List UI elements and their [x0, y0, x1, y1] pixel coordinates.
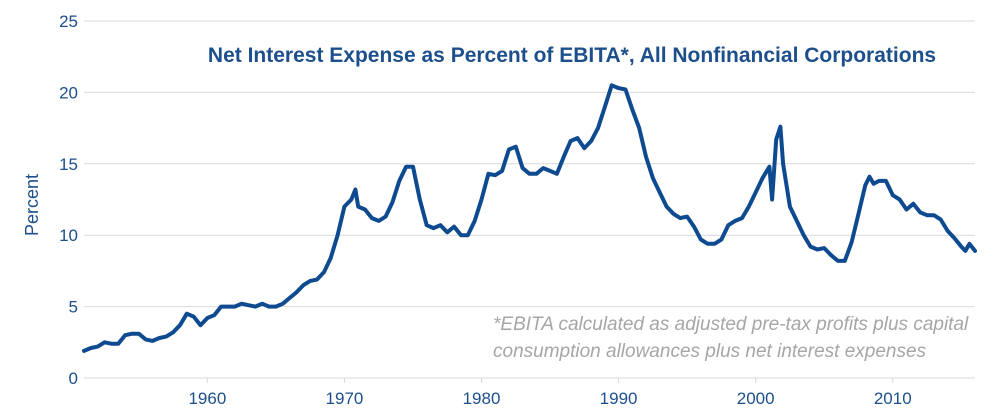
y-tick-labels: 0 5 10 15 20 25 [59, 12, 78, 388]
x-tick-labels: 1960 1970 1980 1990 2000 2010 [188, 378, 912, 408]
y-tick-label: 15 [59, 155, 78, 174]
x-tick-label: 2000 [737, 389, 775, 408]
y-tick-label: 25 [59, 12, 78, 31]
annotation-line-2: consumption allowances plus net interest… [493, 341, 927, 362]
x-tick-label: 2010 [874, 389, 912, 408]
x-tick-label: 1970 [326, 389, 364, 408]
x-tick-label: 1990 [600, 389, 638, 408]
y-tick-label: 5 [69, 298, 78, 317]
series-layer [82, 83, 977, 353]
x-tick-label: 1980 [463, 389, 501, 408]
series-line-0 [82, 83, 977, 353]
y-tick-label: 0 [69, 369, 78, 388]
chart-title: Net Interest Expense as Percent of EBITA… [208, 44, 936, 67]
y-tick-label: 10 [59, 226, 78, 245]
annotation-line-1: *EBITA calculated as adjusted pre-tax pr… [493, 314, 969, 335]
x-tick-label: 1960 [188, 389, 226, 408]
y-axis-label: Percent [22, 174, 42, 236]
y-tick-label: 20 [59, 83, 78, 102]
